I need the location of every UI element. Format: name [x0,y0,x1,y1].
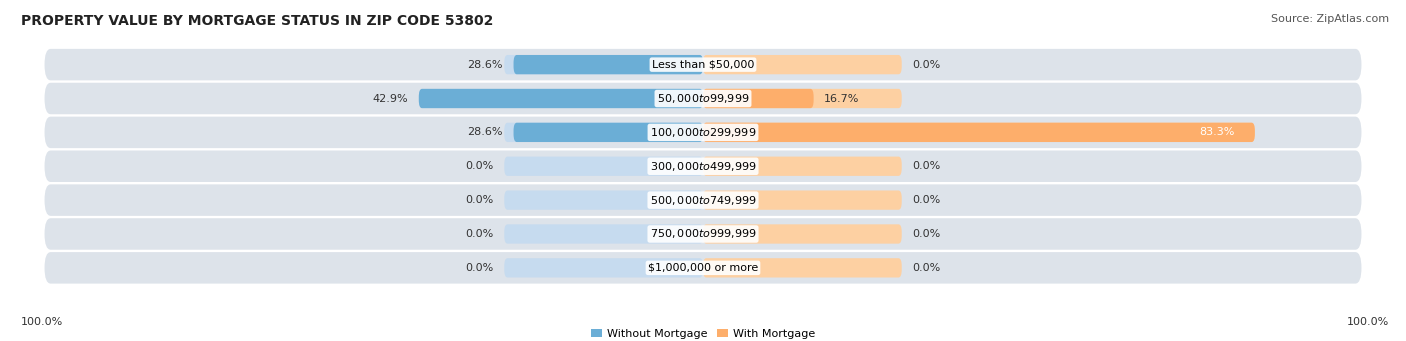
Text: 0.0%: 0.0% [465,229,494,239]
FancyBboxPatch shape [703,191,901,210]
Text: $300,000 to $499,999: $300,000 to $499,999 [650,160,756,173]
FancyBboxPatch shape [703,157,901,176]
Text: 16.7%: 16.7% [824,93,859,104]
Text: PROPERTY VALUE BY MORTGAGE STATUS IN ZIP CODE 53802: PROPERTY VALUE BY MORTGAGE STATUS IN ZIP… [21,14,494,28]
FancyBboxPatch shape [45,117,1361,148]
Text: $500,000 to $749,999: $500,000 to $749,999 [650,194,756,207]
FancyBboxPatch shape [703,55,901,74]
Text: $750,000 to $999,999: $750,000 to $999,999 [650,227,756,240]
FancyBboxPatch shape [703,258,901,278]
FancyBboxPatch shape [505,224,703,243]
FancyBboxPatch shape [505,191,703,210]
FancyBboxPatch shape [419,89,703,108]
Text: Less than $50,000: Less than $50,000 [652,60,754,70]
FancyBboxPatch shape [505,258,703,278]
Text: $1,000,000 or more: $1,000,000 or more [648,263,758,273]
FancyBboxPatch shape [45,83,1361,114]
Text: 0.0%: 0.0% [465,195,494,205]
FancyBboxPatch shape [703,89,901,108]
Legend: Without Mortgage, With Mortgage: Without Mortgage, With Mortgage [586,324,820,341]
Text: 0.0%: 0.0% [465,161,494,171]
Text: $100,000 to $299,999: $100,000 to $299,999 [650,126,756,139]
FancyBboxPatch shape [513,123,703,142]
Text: 100.0%: 100.0% [1347,317,1389,327]
Text: 28.6%: 28.6% [467,60,503,70]
FancyBboxPatch shape [45,218,1361,250]
FancyBboxPatch shape [45,49,1361,80]
FancyBboxPatch shape [505,123,703,142]
Text: 0.0%: 0.0% [912,60,941,70]
Text: 0.0%: 0.0% [912,195,941,205]
FancyBboxPatch shape [703,123,1254,142]
FancyBboxPatch shape [45,150,1361,182]
FancyBboxPatch shape [703,89,814,108]
Text: 83.3%: 83.3% [1199,128,1234,137]
Text: 100.0%: 100.0% [21,317,63,327]
Text: 0.0%: 0.0% [465,263,494,273]
FancyBboxPatch shape [513,55,703,74]
FancyBboxPatch shape [703,224,901,243]
Text: 0.0%: 0.0% [912,263,941,273]
Text: Source: ZipAtlas.com: Source: ZipAtlas.com [1271,14,1389,24]
Text: 28.6%: 28.6% [467,128,503,137]
FancyBboxPatch shape [505,157,703,176]
FancyBboxPatch shape [703,123,1254,142]
Text: 0.0%: 0.0% [912,229,941,239]
Text: 0.0%: 0.0% [912,161,941,171]
Text: $50,000 to $99,999: $50,000 to $99,999 [657,92,749,105]
Text: 42.9%: 42.9% [373,93,408,104]
FancyBboxPatch shape [419,89,703,108]
FancyBboxPatch shape [45,184,1361,216]
FancyBboxPatch shape [45,252,1361,284]
FancyBboxPatch shape [505,55,703,74]
